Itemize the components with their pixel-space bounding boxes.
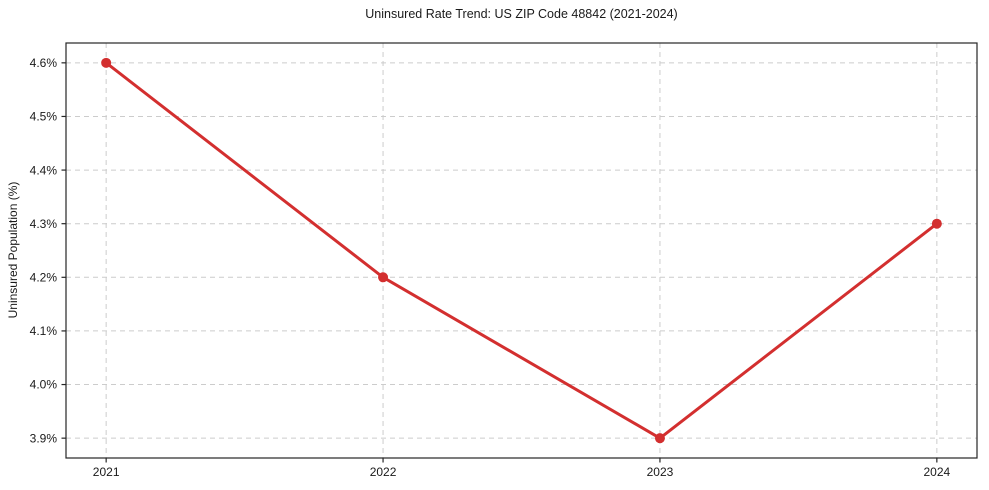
x-tick-label: 2023 bbox=[647, 465, 674, 479]
y-tick-label: 4.2% bbox=[30, 271, 58, 285]
x-tick-label: 2024 bbox=[923, 465, 950, 479]
y-tick-label: 4.0% bbox=[30, 378, 58, 392]
y-tick-label: 4.4% bbox=[30, 163, 58, 177]
x-tick-label: 2021 bbox=[93, 465, 120, 479]
y-tick-label: 4.3% bbox=[30, 217, 58, 231]
data-point-marker bbox=[101, 57, 112, 68]
data-point-marker bbox=[654, 433, 665, 444]
x-tick-label: 2022 bbox=[370, 465, 397, 479]
y-axis-label: Uninsured Population (%) bbox=[6, 181, 20, 319]
chart-title: Uninsured Rate Trend: US ZIP Code 48842 … bbox=[365, 7, 678, 21]
y-tick-label: 4.5% bbox=[30, 110, 58, 124]
trend-line bbox=[104, 61, 939, 440]
y-tick-label: 4.1% bbox=[30, 324, 58, 338]
data-point-marker bbox=[378, 272, 389, 283]
plot-border bbox=[65, 42, 978, 459]
y-tick-label: 3.9% bbox=[30, 431, 58, 445]
data-point-marker bbox=[931, 218, 942, 229]
y-tick-label: 4.6% bbox=[30, 56, 58, 70]
